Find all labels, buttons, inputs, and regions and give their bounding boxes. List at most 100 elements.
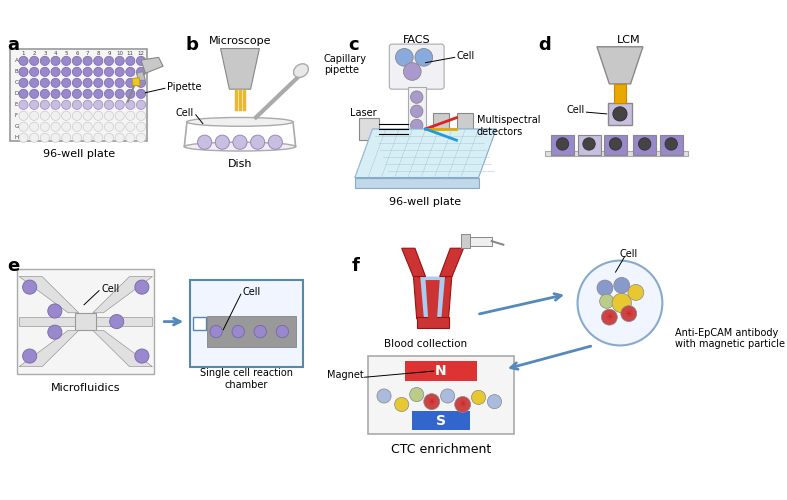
Circle shape xyxy=(665,138,678,150)
Circle shape xyxy=(30,122,39,132)
Text: Anti-EpCAM antibody
with magnetic particle: Anti-EpCAM antibody with magnetic partic… xyxy=(674,328,785,349)
Text: Pipette: Pipette xyxy=(167,82,201,92)
Circle shape xyxy=(83,56,92,66)
Circle shape xyxy=(94,111,103,120)
Circle shape xyxy=(105,78,113,88)
Text: Single cell reaction
chamber: Single cell reaction chamber xyxy=(200,368,293,390)
Circle shape xyxy=(48,325,62,339)
Polygon shape xyxy=(141,58,163,74)
Text: Microfluidics: Microfluidics xyxy=(51,383,120,393)
Circle shape xyxy=(105,56,113,66)
Circle shape xyxy=(72,78,82,88)
Bar xyxy=(551,135,574,154)
Circle shape xyxy=(83,133,92,142)
Text: Dish: Dish xyxy=(227,160,252,170)
Circle shape xyxy=(115,68,124,76)
Ellipse shape xyxy=(184,142,296,151)
Circle shape xyxy=(83,68,92,76)
Bar xyxy=(604,135,627,154)
Circle shape xyxy=(613,107,627,121)
Circle shape xyxy=(441,389,455,403)
Circle shape xyxy=(30,133,39,142)
Circle shape xyxy=(233,135,247,150)
Circle shape xyxy=(136,78,146,88)
Bar xyxy=(634,135,656,154)
Circle shape xyxy=(609,138,622,150)
Circle shape xyxy=(30,100,39,110)
Bar xyxy=(433,113,449,150)
Bar xyxy=(17,270,154,374)
Circle shape xyxy=(136,122,146,132)
Polygon shape xyxy=(440,248,464,276)
Circle shape xyxy=(30,89,39,99)
Circle shape xyxy=(135,280,149,294)
Circle shape xyxy=(19,68,28,76)
Polygon shape xyxy=(137,72,146,80)
Circle shape xyxy=(276,326,289,338)
Text: 6: 6 xyxy=(75,52,79,57)
Text: Cell: Cell xyxy=(567,106,585,116)
Text: Laser: Laser xyxy=(350,108,377,118)
Circle shape xyxy=(115,56,124,66)
Ellipse shape xyxy=(294,64,309,78)
Polygon shape xyxy=(355,129,497,178)
Circle shape xyxy=(51,89,60,99)
Text: 1: 1 xyxy=(22,52,25,57)
Text: Capillary
pipette: Capillary pipette xyxy=(324,54,367,75)
Text: 2: 2 xyxy=(32,52,36,57)
Polygon shape xyxy=(426,280,440,319)
Text: 9: 9 xyxy=(107,52,111,57)
Text: Microscope: Microscope xyxy=(209,36,272,46)
Circle shape xyxy=(30,78,39,88)
Circle shape xyxy=(51,100,60,110)
Circle shape xyxy=(48,304,62,318)
Polygon shape xyxy=(220,48,260,89)
Circle shape xyxy=(198,135,212,150)
Circle shape xyxy=(394,398,408,411)
Bar xyxy=(19,317,76,326)
Circle shape xyxy=(72,68,82,76)
Circle shape xyxy=(105,133,113,142)
Bar xyxy=(76,312,96,330)
Circle shape xyxy=(61,68,71,76)
Circle shape xyxy=(83,89,92,99)
Text: 96-well plate: 96-well plate xyxy=(390,198,462,207)
Circle shape xyxy=(19,111,28,120)
Circle shape xyxy=(136,89,146,99)
Circle shape xyxy=(487,394,501,408)
Circle shape xyxy=(40,122,50,132)
Bar xyxy=(355,178,478,188)
Text: 3: 3 xyxy=(43,52,46,57)
Text: 10: 10 xyxy=(116,52,123,57)
Circle shape xyxy=(40,100,50,110)
Circle shape xyxy=(396,48,413,66)
Circle shape xyxy=(61,89,71,99)
Circle shape xyxy=(126,89,135,99)
Circle shape xyxy=(126,100,135,110)
Circle shape xyxy=(601,309,617,325)
Circle shape xyxy=(136,100,146,110)
Circle shape xyxy=(210,326,222,338)
Polygon shape xyxy=(413,273,428,319)
Bar xyxy=(408,86,426,170)
Circle shape xyxy=(61,122,71,132)
Bar xyxy=(461,234,470,248)
Text: Cell: Cell xyxy=(456,50,475,60)
Polygon shape xyxy=(132,78,140,86)
Circle shape xyxy=(23,349,37,363)
Circle shape xyxy=(583,138,595,150)
Bar xyxy=(545,151,688,156)
Circle shape xyxy=(597,280,613,296)
Text: S: S xyxy=(436,414,446,428)
Text: H: H xyxy=(14,136,18,140)
Text: G: G xyxy=(14,124,19,130)
Circle shape xyxy=(268,135,283,150)
Circle shape xyxy=(51,133,60,142)
Polygon shape xyxy=(401,248,426,276)
Circle shape xyxy=(19,78,28,88)
Circle shape xyxy=(411,119,423,132)
Text: D: D xyxy=(14,92,19,96)
Bar xyxy=(193,317,205,330)
Bar xyxy=(190,280,303,366)
Text: A: A xyxy=(14,58,18,64)
